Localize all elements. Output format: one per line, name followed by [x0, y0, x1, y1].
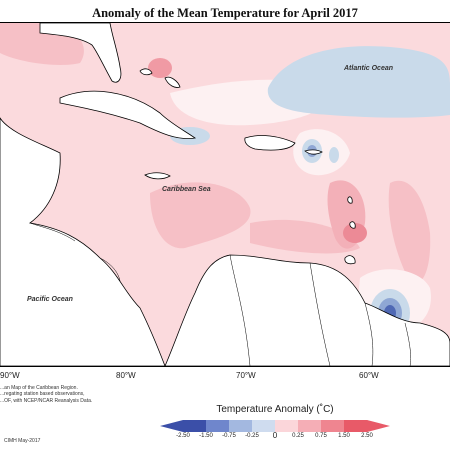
landmasses: [0, 23, 450, 366]
credit-date: CIMH May-2017: [4, 438, 41, 444]
legend-tick-label: -0.25: [245, 433, 259, 439]
warm-anomaly-core: [343, 223, 367, 243]
trinidad-land: [344, 255, 356, 265]
warm-anomaly-area: [150, 182, 251, 249]
lesser-antilles-land: [347, 196, 353, 204]
credits-text: ...an Map of the Caribbean Region. ...re…: [0, 385, 130, 404]
map-canvas: [0, 23, 450, 366]
legend-swatch: [321, 420, 345, 432]
atlantic-ocean-label: Atlantic Ocean: [344, 65, 394, 72]
legend-swatch: [206, 420, 230, 432]
bahamas-land: [164, 76, 181, 88]
legend-colorbar: [160, 420, 390, 432]
legend-tick-label: 2.50: [361, 433, 373, 439]
legend-title: Temperature Anomaly (˚C): [216, 404, 334, 415]
cool-anomaly-area: [329, 147, 339, 163]
bahamas-land: [139, 68, 153, 76]
legend-tick-label: 0.25: [292, 433, 304, 439]
legend-swatch: [183, 420, 207, 432]
legend-tick-label: -1.50: [199, 433, 213, 439]
anomaly-map: Atlantic Ocean Caribbean Sea Pacific Oce…: [0, 22, 450, 367]
legend-arrow-left: [160, 420, 183, 432]
warm-anomaly-core: [148, 58, 172, 78]
legend-tick-label: -0.75: [222, 433, 236, 439]
legend-swatch: [298, 420, 322, 432]
credit-line: ...OF, with NCEP/NCAR Reanalysis Data.: [0, 397, 93, 404]
legend-tick-label: -2.50: [176, 433, 190, 439]
puerto-rico-land: [304, 149, 323, 155]
legend-tick-label: 0.75: [315, 433, 327, 439]
hispaniola-land: [244, 135, 296, 151]
legend-swatch: [252, 420, 276, 432]
jamaica-land: [144, 172, 171, 180]
legend-swatch: [344, 420, 368, 432]
map-title: Anomaly of the Mean Temperature for Apri…: [92, 6, 358, 20]
pacific-ocean-label: Pacific Ocean: [27, 296, 73, 303]
legend-tick-label: 0: [272, 431, 278, 440]
legend-swatch: [229, 420, 253, 432]
legend-arrow-right: [367, 420, 390, 432]
cool-anomaly-area: [267, 46, 450, 118]
warm-anomaly-area: [388, 180, 431, 283]
longitude-label: 60°W: [359, 371, 379, 380]
legend-tick-label: 1.50: [338, 433, 350, 439]
credit-line: ...regating station based observations,: [0, 391, 85, 398]
credit-line: ...an Map of the Caribbean Region.: [0, 385, 78, 391]
lesser-antilles-land: [349, 221, 356, 229]
legend-swatch: [275, 420, 299, 432]
central-america-land: [0, 117, 166, 366]
longitude-label: 70°W: [236, 371, 256, 380]
florida-land: [39, 23, 122, 83]
cuba-land: [59, 90, 197, 140]
longitude-label: 80°W: [116, 371, 136, 380]
longitude-label: 90°W: [0, 371, 20, 380]
caribbean-sea-label: Caribbean Sea: [162, 186, 211, 193]
country-borders: [29, 222, 412, 366]
